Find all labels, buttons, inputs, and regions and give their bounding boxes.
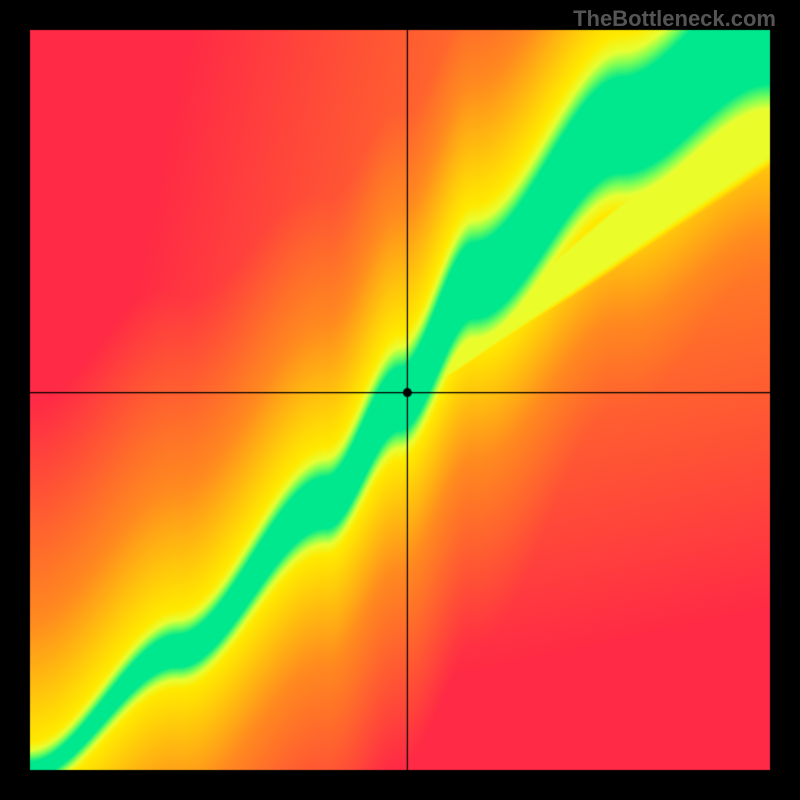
bottleneck-heatmap: [0, 0, 800, 800]
watermark-text: TheBottleneck.com: [573, 6, 776, 32]
